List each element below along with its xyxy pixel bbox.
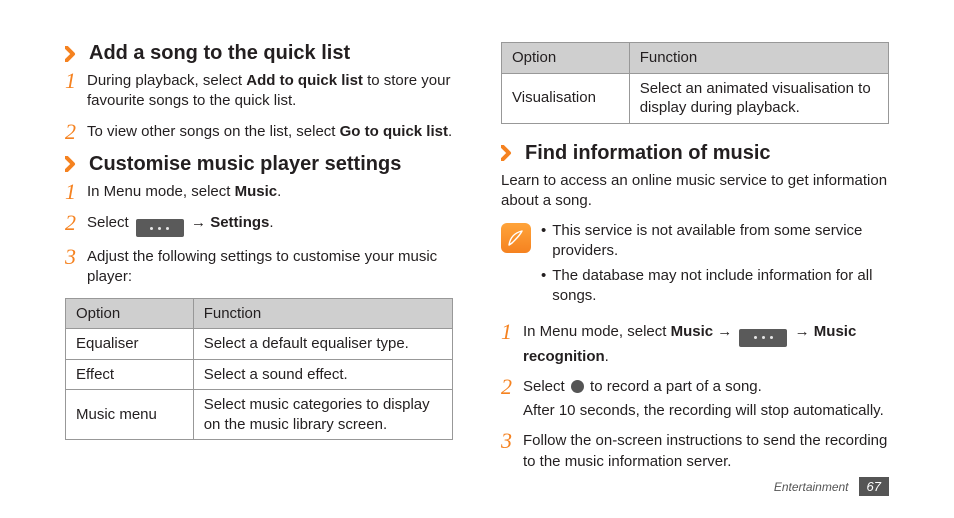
step-item: 2 Select → Settings. bbox=[65, 213, 453, 238]
note-icon bbox=[501, 223, 531, 253]
step-body: Adjust the following settings to customi… bbox=[87, 247, 453, 288]
footer-section: Entertainment bbox=[774, 480, 849, 494]
step-subtext: After 10 seconds, the recording will sto… bbox=[523, 401, 889, 421]
chevron-icon bbox=[65, 46, 79, 62]
step-item: 3 Follow the on-screen instructions to s… bbox=[501, 431, 889, 472]
step-item: 2 To view other songs on the list, selec… bbox=[65, 122, 453, 143]
step-body: During playback, select Add to quick lis… bbox=[87, 71, 453, 112]
more-dots-icon bbox=[739, 329, 787, 347]
table-cell: Equaliser bbox=[66, 329, 194, 360]
table-cell: Music menu bbox=[66, 390, 194, 440]
table-header: Function bbox=[193, 298, 452, 329]
step-number: 3 bbox=[501, 430, 523, 452]
table-cell: Visualisation bbox=[502, 73, 630, 123]
heading-text: Customise music player settings bbox=[89, 153, 401, 176]
step-body: In Menu mode, select Music → → Music rec… bbox=[523, 322, 889, 367]
record-icon bbox=[571, 380, 584, 393]
step-number: 1 bbox=[65, 181, 87, 203]
table-header: Option bbox=[66, 298, 194, 329]
step-number: 3 bbox=[65, 246, 87, 268]
page-footer: Entertainment 67 bbox=[774, 477, 889, 496]
table-header: Function bbox=[629, 43, 888, 74]
step-number: 2 bbox=[65, 212, 87, 234]
step-number: 2 bbox=[501, 376, 523, 398]
step-body: Select → Settings. bbox=[87, 213, 453, 238]
heading-text: Add a song to the quick list bbox=[89, 42, 350, 65]
chevron-icon bbox=[501, 145, 515, 161]
step-body: Select to record a part of a song. After… bbox=[523, 377, 889, 422]
manual-page: Add a song to the quick list 1 During pl… bbox=[0, 0, 954, 518]
step-item: 3 Adjust the following settings to custo… bbox=[65, 247, 453, 288]
settings-table-cont: Option Function Visualisation Select an … bbox=[501, 42, 889, 124]
step-body: To view other songs on the list, select … bbox=[87, 122, 453, 142]
step-item: 1 During playback, select Add to quick l… bbox=[65, 71, 453, 112]
table-row: Music menu Select music categories to di… bbox=[66, 390, 453, 440]
step-item: 1 In Menu mode, select Music → → Music r… bbox=[501, 322, 889, 367]
step-number: 2 bbox=[65, 121, 87, 143]
heading-add-song: Add a song to the quick list bbox=[65, 42, 453, 65]
intro-paragraph: Learn to access an online music service … bbox=[501, 171, 889, 212]
footer-page-number: 67 bbox=[859, 477, 889, 496]
heading-customise: Customise music player settings bbox=[65, 153, 453, 176]
table-header: Option bbox=[502, 43, 630, 74]
heading-find-info: Find information of music bbox=[501, 142, 889, 165]
table-cell: Select a sound effect. bbox=[193, 359, 452, 390]
two-column-layout: Add a song to the quick list 1 During pl… bbox=[65, 42, 889, 482]
chevron-icon bbox=[65, 156, 79, 172]
step-number: 1 bbox=[65, 70, 87, 92]
table-cell: Select a default equaliser type. bbox=[193, 329, 452, 360]
note-bullet: The database may not include information… bbox=[541, 266, 889, 307]
note-bullet: This service is not available from some … bbox=[541, 221, 889, 262]
step-body: In Menu mode, select Music. bbox=[87, 182, 453, 202]
step-item: 1 In Menu mode, select Music. bbox=[65, 182, 453, 203]
step-body: Follow the on-screen instructions to sen… bbox=[523, 431, 889, 472]
step-item: 2 Select to record a part of a song. Aft… bbox=[501, 377, 889, 422]
heading-text: Find information of music bbox=[525, 142, 771, 165]
table-cell: Select music categories to display on th… bbox=[193, 390, 452, 440]
note-block: This service is not available from some … bbox=[501, 221, 889, 310]
step-number: 1 bbox=[501, 321, 523, 343]
table-row: Effect Select a sound effect. bbox=[66, 359, 453, 390]
table-row: Equaliser Select a default equaliser typ… bbox=[66, 329, 453, 360]
more-dots-icon bbox=[136, 219, 184, 237]
table-cell: Select an animated visualisation to disp… bbox=[629, 73, 888, 123]
left-column: Add a song to the quick list 1 During pl… bbox=[65, 42, 453, 482]
note-body: This service is not available from some … bbox=[541, 221, 889, 310]
table-row: Visualisation Select an animated visuali… bbox=[502, 73, 889, 123]
settings-table: Option Function Equaliser Select a defau… bbox=[65, 298, 453, 441]
table-cell: Effect bbox=[66, 359, 194, 390]
right-column: Option Function Visualisation Select an … bbox=[501, 42, 889, 482]
